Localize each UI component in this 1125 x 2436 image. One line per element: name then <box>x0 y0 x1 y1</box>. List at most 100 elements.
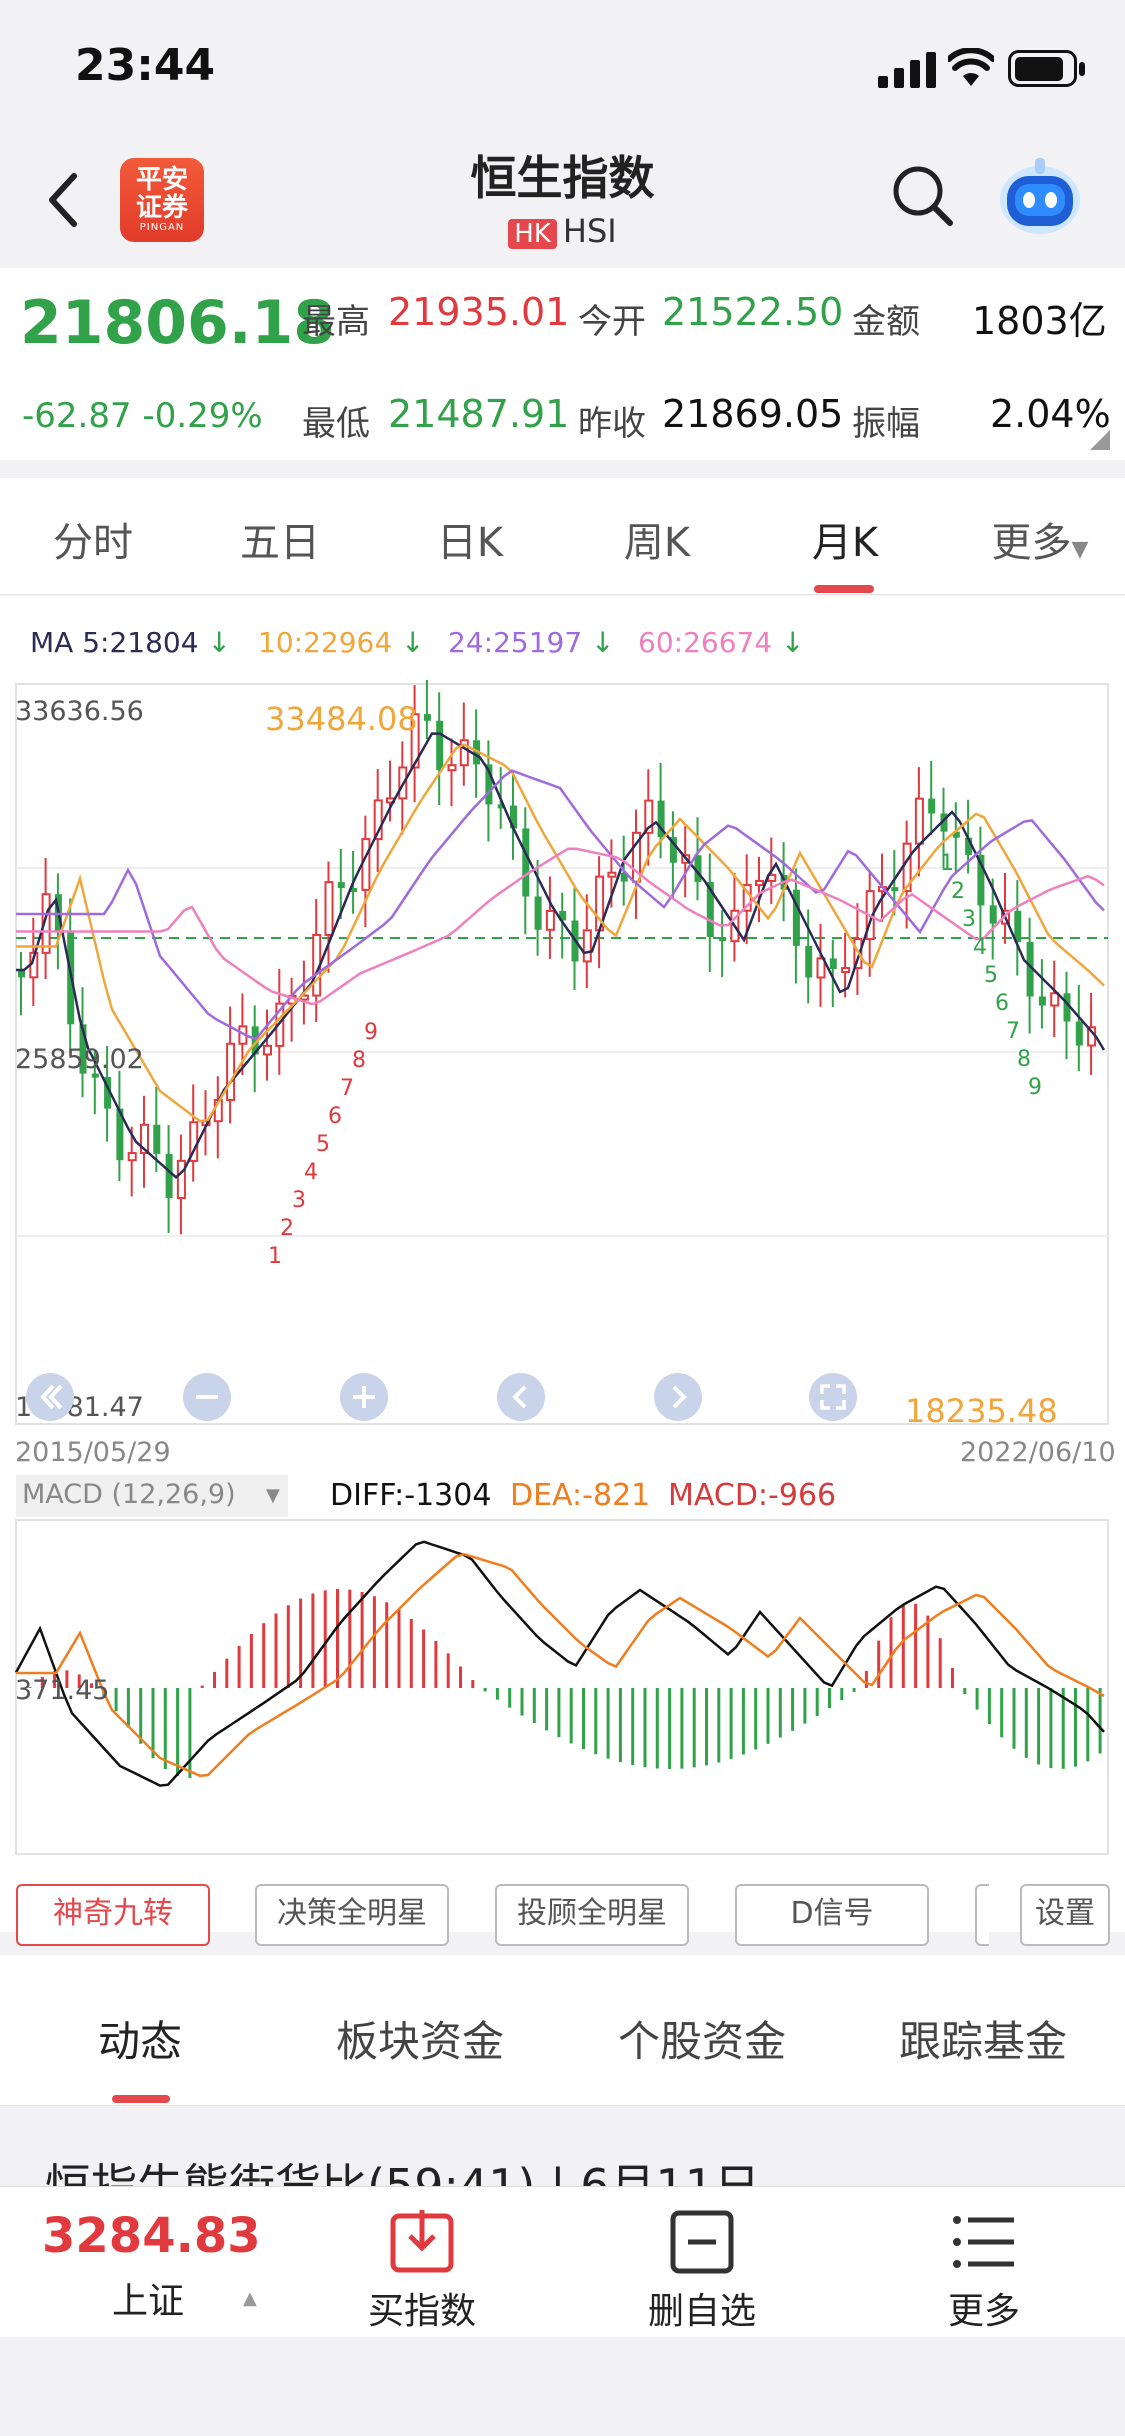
tab-daily-k[interactable]: 日K <box>436 520 504 566</box>
expand-corner-icon[interactable] <box>1090 430 1110 450</box>
fullscreen-icon[interactable] <box>808 1372 858 1422</box>
macd-value: MACD:-966 <box>668 1478 837 1513</box>
nine-turn-label: 7 <box>340 1076 354 1101</box>
battery-icon <box>1008 50 1085 87</box>
candle-body <box>620 872 628 882</box>
nine-turn-label: 1 <box>940 851 954 876</box>
page-subtitle: HK HSI <box>0 212 1125 250</box>
macd-axis-label: 371.45 <box>15 1675 110 1706</box>
sh-index-value[interactable]: 3284.83 <box>42 2208 261 2264</box>
content-tabs <box>0 1955 1125 2106</box>
ma60-legend: 60:26674 ↓ <box>638 626 805 659</box>
tab-more[interactable]: 更多▼ <box>991 520 1089 566</box>
ma24-line <box>16 769 1105 1041</box>
candle-body <box>644 799 654 834</box>
candle-body <box>657 800 665 838</box>
tab-tracking-funds[interactable]: 跟踪基金 <box>898 2017 1067 2066</box>
chevron-down-icon: ▼ <box>266 1485 280 1506</box>
d-signal-button[interactable]: D信号 <box>735 1884 929 1946</box>
nine-turn-label: 5 <box>984 963 998 988</box>
candle-body <box>534 896 542 930</box>
candle-body <box>373 799 383 841</box>
current-price: 21806.18 <box>20 288 336 358</box>
nine-turn-label: 2 <box>280 1216 294 1241</box>
y-axis-top: 33636.56 <box>15 696 144 727</box>
chevron-up-icon[interactable]: ▲ <box>243 2288 257 2309</box>
candle-body <box>719 936 727 942</box>
buy-index-icon[interactable] <box>390 2210 454 2274</box>
market-badge: HK <box>508 219 557 249</box>
advisor-star-button[interactable]: 投顾全明星 <box>495 1884 689 1946</box>
app-logo: 平安 证券 PINGAN <box>120 158 204 242</box>
candle-body <box>510 805 517 829</box>
ma10-legend: 10:22964 ↓ <box>258 626 425 659</box>
tab-stock-funds[interactable]: 个股资金 <box>617 2017 786 2066</box>
candle-body <box>841 967 851 974</box>
remove-watchlist-icon[interactable] <box>670 2210 734 2274</box>
candle-body <box>251 1026 259 1055</box>
candle-body <box>1038 996 1046 1006</box>
zoom-out-icon[interactable] <box>182 1372 232 1422</box>
candle-body <box>176 1159 186 1200</box>
buy-index-label[interactable]: 买指数 <box>367 2291 476 2332</box>
candle-body <box>324 881 334 936</box>
candle-body <box>447 764 457 772</box>
amount-label: 金额 <box>852 302 920 342</box>
kline-chart[interactable]: 1 2 3 4 5 6 7 8 9 1 2 3 4 5 6 7 8 9 <box>0 680 1125 1460</box>
sh-index-name[interactable]: 上证 <box>112 2281 185 2322</box>
tab-monthly-k[interactable]: 月K <box>811 520 879 566</box>
back-icon[interactable] <box>40 170 90 230</box>
macd-selector[interactable]: MACD (12,26,9) ▼ <box>16 1475 288 1517</box>
chevron-down-icon: ▼ <box>1071 537 1089 562</box>
candle-body <box>928 798 936 814</box>
amplitude-label: 振幅 <box>852 404 920 444</box>
nine-turn-button[interactable]: 神奇九转 <box>16 1884 210 1946</box>
prev-close-label: 昨收 <box>578 404 646 444</box>
signal-icon <box>878 52 936 88</box>
amplitude-value: 2.04% <box>990 392 1111 436</box>
candle-body <box>694 855 702 882</box>
candle-body <box>989 905 997 924</box>
active-content-tab-indicator <box>112 2095 170 2103</box>
tab-five-day[interactable]: 五日 <box>240 520 320 566</box>
more-menu-icon[interactable] <box>952 2212 1016 2272</box>
candle-body <box>263 1044 272 1056</box>
candle-body <box>226 1042 236 1101</box>
tab-intraday[interactable]: 分时 <box>53 520 133 566</box>
scroll-left-icon[interactable] <box>496 1372 546 1422</box>
more-label[interactable]: 更多 <box>947 2291 1020 2332</box>
macd-chart[interactable] <box>0 1518 1125 1858</box>
scroll-left-end-icon[interactable] <box>25 1372 75 1422</box>
price-change: -62.87 -0.29% <box>22 396 263 436</box>
low-label: 最低 <box>302 404 370 444</box>
scroll-right-icon[interactable] <box>653 1372 703 1422</box>
tab-dynamics[interactable]: 动态 <box>97 2017 182 2066</box>
high-value: 21935.01 <box>388 290 570 334</box>
tab-weekly-k[interactable]: 周K <box>623 520 691 566</box>
tab-sector-funds[interactable]: 板块资金 <box>335 2017 504 2066</box>
candle-body <box>829 958 837 969</box>
ma10-line <box>16 743 1105 1123</box>
nine-turn-label: 6 <box>995 991 1009 1016</box>
settings-button[interactable]: 设置 <box>1020 1884 1110 1946</box>
ma60-line <box>16 847 1105 1006</box>
nine-turn-label: 4 <box>304 1160 318 1185</box>
zoom-in-icon[interactable] <box>339 1372 389 1422</box>
candle-body <box>153 1124 161 1154</box>
nine-turn-label: 5 <box>316 1132 330 1157</box>
nine-turn-label: 9 <box>1028 1075 1042 1100</box>
candle-body <box>497 804 505 809</box>
partial-button[interactable] <box>975 1884 989 1946</box>
search-icon[interactable] <box>890 163 954 227</box>
chart-area <box>0 596 1125 1932</box>
macd-diff: DIFF:-1304 <box>330 1478 492 1513</box>
candle-body <box>1063 993 1071 1022</box>
robot-assistant-icon[interactable] <box>995 150 1085 240</box>
candle-body <box>1050 992 1060 1007</box>
decision-star-button[interactable]: 决策全明星 <box>255 1884 449 1946</box>
candle-body <box>805 945 813 978</box>
candle-body <box>410 713 420 769</box>
candle-body <box>41 893 51 954</box>
remove-watchlist-label[interactable]: 删自选 <box>647 2291 756 2332</box>
candle-body <box>140 1123 149 1155</box>
